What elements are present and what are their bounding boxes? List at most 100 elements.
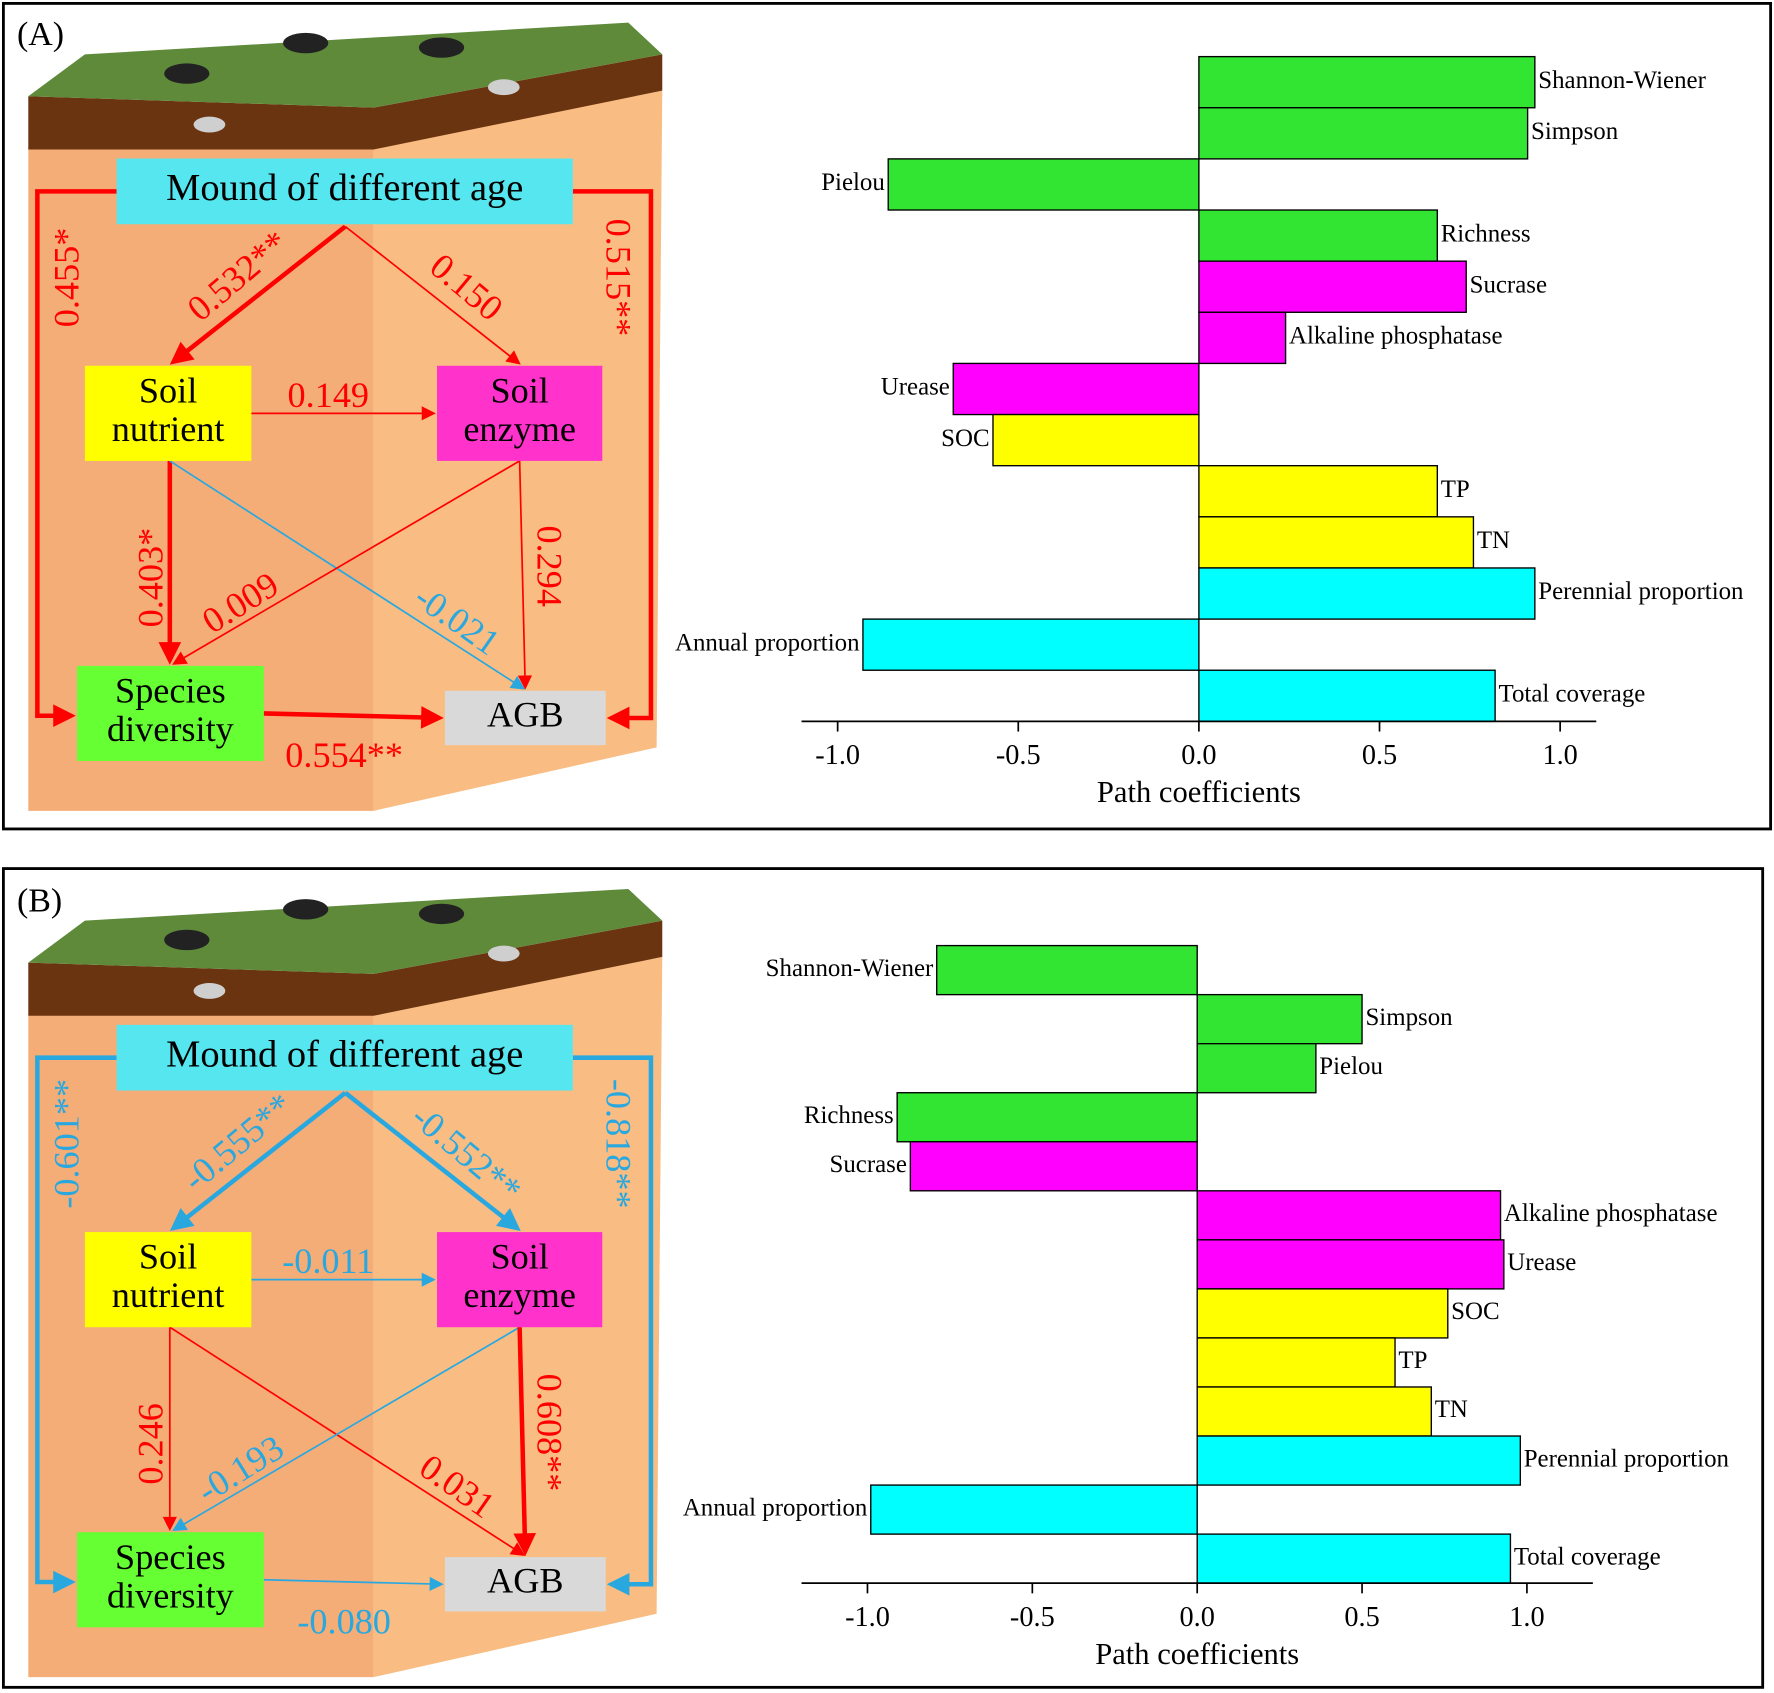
arrow-head	[505, 350, 521, 365]
mole	[487, 945, 520, 962]
node-label: AGB	[487, 1561, 563, 1601]
bar	[1198, 209, 1438, 262]
arrow-head	[429, 1576, 444, 1592]
bar-label: Alkaline phosphatase	[1504, 1200, 1718, 1227]
bar-label: Annual proportion	[675, 629, 860, 656]
path-coefficient: -0.601**	[47, 1079, 87, 1209]
node-box	[436, 1232, 603, 1328]
arrow-head	[606, 1572, 630, 1596]
path-coefficient: 0.455*	[47, 228, 87, 328]
bar	[952, 362, 1200, 416]
path-arrow	[517, 1327, 528, 1547]
bar-label: Shannon-Wiener	[766, 955, 934, 982]
mole	[193, 982, 226, 999]
bar-label: TP	[1398, 1347, 1427, 1374]
node-label: diversity	[107, 709, 234, 749]
node-label: Species	[115, 670, 226, 710]
x-tick-label: 1.0	[1509, 1602, 1544, 1633]
node-label: Soil	[490, 370, 548, 410]
arrow-head	[513, 1533, 537, 1556]
arrow-head	[509, 676, 526, 690]
x-axis-title: Path coefficients	[1095, 1637, 1299, 1671]
soil-band	[28, 54, 663, 150]
bar-label: Richness	[804, 1102, 894, 1129]
x-tick-label: 0.0	[1180, 1602, 1215, 1633]
bar-label: Simpson	[1531, 118, 1619, 145]
mound	[418, 37, 465, 58]
bar	[1196, 1386, 1432, 1437]
node-label: Soil	[139, 370, 197, 410]
path-coefficient: 0.294	[529, 525, 569, 607]
bar-label: Sucrase	[1470, 271, 1547, 298]
bar-label: Annual proportion	[683, 1494, 868, 1521]
arrow-head	[162, 1516, 177, 1532]
bar-label: SOC	[941, 425, 989, 452]
panel-frame	[1, 867, 1765, 1689]
bar	[887, 158, 1200, 211]
bar	[1198, 311, 1287, 365]
path-coefficient: 0.246	[130, 1403, 170, 1485]
mound-block-front	[28, 147, 374, 811]
bar	[1196, 1239, 1505, 1290]
bar	[1196, 993, 1363, 1045]
bar-label: Total coverage	[1514, 1543, 1661, 1570]
bar	[1198, 260, 1467, 313]
bar-label: SOC	[1451, 1298, 1499, 1325]
panel-label: (A)	[17, 16, 64, 53]
path-arrow	[179, 1326, 521, 1528]
bar-label: Shannon-Wiener	[1538, 67, 1706, 94]
node-label: enzyme	[463, 409, 576, 449]
bar	[1196, 1435, 1522, 1486]
x-tick-label: 0.5	[1344, 1602, 1379, 1633]
panel-frame	[1, 1, 1773, 831]
path-arrow	[263, 711, 435, 721]
arrow-head	[169, 1208, 195, 1231]
bar	[1196, 1288, 1449, 1339]
arrow-head	[172, 1517, 188, 1532]
bar	[909, 1141, 1198, 1192]
path-arrow	[179, 460, 521, 661]
x-tick-label: -0.5	[1010, 1602, 1055, 1633]
path-coefficient: -0.818**	[598, 1079, 638, 1209]
node-label: enzyme	[463, 1275, 576, 1315]
path-arrow	[263, 1578, 435, 1585]
path-coefficient: 0.608**	[529, 1374, 569, 1492]
path-arrow	[175, 224, 347, 361]
node-label: diversity	[107, 1575, 234, 1615]
node-label: Mound of different age	[166, 167, 523, 209]
bar-label: Alkaline phosphatase	[1289, 323, 1503, 350]
path-arrow	[572, 189, 654, 721]
bar-label: Urease	[1507, 1249, 1576, 1276]
node-box	[84, 365, 252, 461]
node-box	[116, 1024, 573, 1091]
bar	[1198, 567, 1536, 620]
mound	[418, 903, 465, 925]
arrow-head	[169, 341, 195, 365]
bar-label: TN	[1477, 527, 1510, 554]
path-coefficient: 0.403*	[130, 528, 170, 628]
node-label: Soil	[139, 1237, 197, 1277]
bar	[1196, 1533, 1512, 1584]
mound	[283, 32, 329, 54]
x-tick-label: -1.0	[845, 1602, 890, 1633]
path-coefficient: 0.149	[288, 375, 369, 415]
arrow-head	[420, 706, 444, 729]
path-coefficient: 0.554**	[285, 735, 403, 775]
panel-label: (B)	[17, 882, 62, 919]
node-box	[444, 690, 606, 746]
bar-label: Richness	[1441, 220, 1531, 247]
arrow-head	[606, 706, 630, 730]
bar-label: Total coverage	[1499, 681, 1646, 708]
node-label: Species	[115, 1537, 226, 1577]
bar	[1198, 465, 1438, 518]
path-arrow	[175, 1091, 347, 1228]
path-arrow	[169, 460, 519, 686]
mole	[487, 79, 520, 96]
x-tick-label: 0.0	[1181, 740, 1216, 771]
path-arrow	[35, 1055, 117, 1585]
bar	[1196, 1337, 1396, 1388]
arrow-head	[495, 1208, 521, 1231]
bar	[862, 618, 1200, 671]
